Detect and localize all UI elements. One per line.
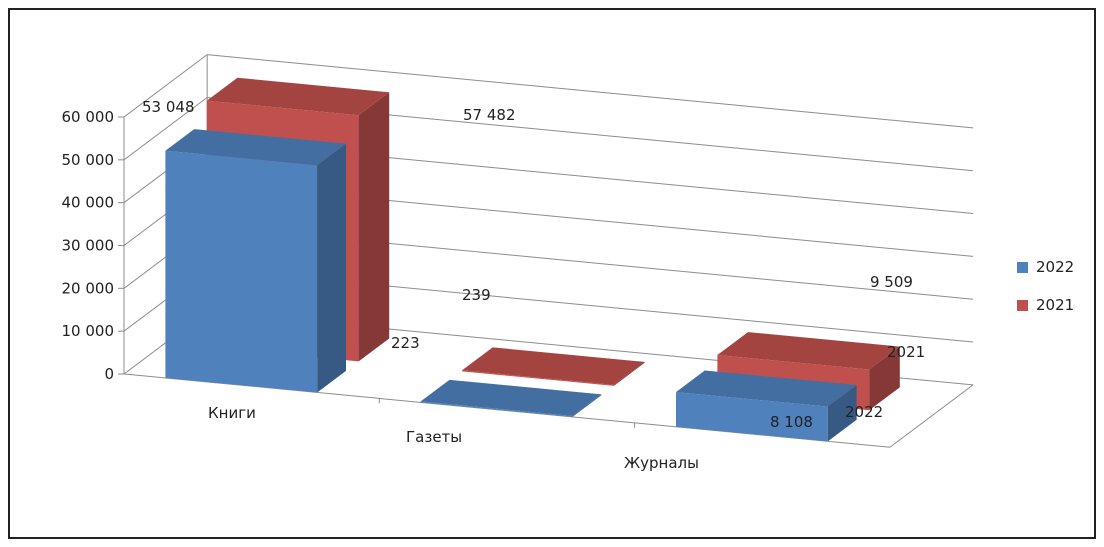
depth-label-2022: 2022 [845,403,883,421]
bar-2022-1-top [420,379,602,416]
legend-item-2022: 2022 [1017,258,1074,276]
legend-label-2022: 2022 [1036,258,1075,276]
y-tick-label: 10 000 [62,322,115,340]
y-tick-label: 0 [104,365,114,383]
bar-2021-0-side [358,92,390,362]
grid-line [207,54,974,129]
bar-2022-0-front [165,150,318,393]
data-label-2022-2: 8 108 [770,413,813,431]
bar-2021-2-top [717,332,900,370]
bar-2021-1-top [462,347,645,385]
legend-item-2021: 2021 [1017,296,1074,314]
legend-swatch-2022 [1017,261,1028,273]
data-label-2022-0: 53 048 [142,98,195,116]
y-tick-label: 20 000 [62,279,115,297]
bar-2021-1-side [613,361,645,386]
bar-2022-1-side [572,394,602,417]
legend-swatch-2021 [1017,299,1028,311]
bar-2021-2-side [869,346,900,411]
bar-2022-0-top [165,129,346,166]
chart-frame: 0 10 000 20 000 30 000 40 000 50 000 60 000 53 … [8,8,1096,539]
data-label-2021-0: 57 482 [463,106,516,124]
bar-2022-2-top [676,370,857,407]
y-tick-label: 50 000 [62,151,115,169]
depth-label-2021: 2021 [887,343,925,361]
bar-2022-1-front [420,401,573,417]
bar-2022-0-side [317,143,346,393]
category-label-1: Газеты [406,428,462,446]
side-grid-line [123,97,208,161]
depth-axis-line [889,384,974,448]
bar-2022-2-side [827,384,857,442]
data-label-2021-2: 9 509 [870,273,913,291]
data-label-2021-1: 239 [462,286,491,304]
bar-2021-0-top [206,77,390,116]
y-tick-label: 40 000 [62,194,115,212]
category-label-2: Журналы [624,454,699,472]
legend-label-2021: 2021 [1036,296,1075,314]
category-label-0: Книги [208,404,256,422]
bar-2022-2-front [676,392,828,442]
side-grid-line [123,54,208,118]
bar-2021-1-front [462,370,614,386]
data-label-2022-1: 223 [391,334,420,352]
chart-svg: 0 10 000 20 000 30 000 40 000 50 000 60 000 53 … [62,54,974,472]
y-tick-label: 30 000 [62,237,115,255]
y-tick-label: 60 000 [62,108,115,126]
